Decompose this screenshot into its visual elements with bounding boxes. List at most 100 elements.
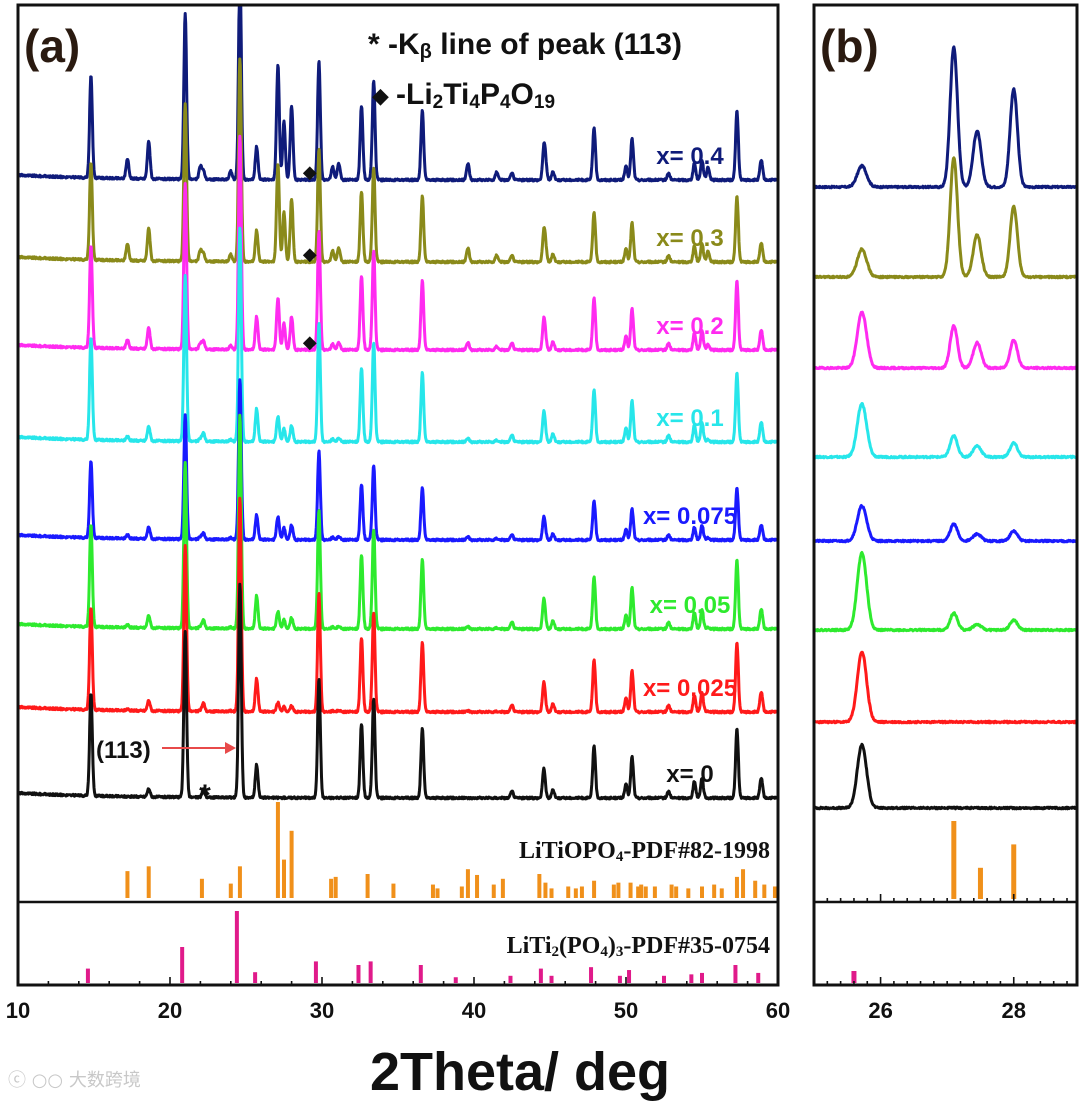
annotation-arrowhead (225, 742, 236, 754)
ref-bar-litiopo4 (616, 882, 621, 898)
x-tick-label-b: 26 (868, 998, 892, 1023)
ref-bar-liti2po43 (453, 977, 458, 983)
diamond-marker: ◆ (303, 332, 317, 352)
x-tick-label: 30 (310, 998, 334, 1023)
ref-bar-litiopo4 (636, 886, 641, 898)
ref-bar-litiopo4 (537, 874, 542, 898)
ref-bar-litiopo4 (674, 886, 679, 898)
ref-bar-liti2po43 (418, 965, 423, 983)
ref-bar-liti2po43 (234, 911, 239, 983)
ref-bar-litiopo4 (762, 884, 767, 898)
series-line (16, 582, 779, 801)
series-label: x= 0.075 (643, 503, 737, 530)
x-tick-label: 60 (766, 998, 790, 1023)
watermark: ⓒ ○○ 大数跨境 (8, 1070, 141, 1091)
ref-bar-litiopo4 (146, 866, 151, 898)
ref-bar-liti2po43 (508, 975, 513, 983)
series-line-b (813, 45, 1078, 190)
x-tick-label: 40 (462, 998, 486, 1023)
ref-bar-liti2po43 (627, 970, 632, 983)
ref-bar-liti2po43 (756, 972, 761, 983)
ref-bar-litiopo4 (435, 888, 440, 898)
ref-bar-b-litiopo4 (977, 867, 983, 899)
series-label: x= 0.1 (656, 405, 723, 432)
series-line (16, 57, 779, 265)
ref-bar-litiopo4 (741, 869, 746, 898)
panel-a-frame (16, 3, 780, 987)
ref-bar-liti2po43 (356, 965, 361, 983)
legend-diamond-icon: ◆ (372, 83, 389, 108)
ref-bar-liti2po43 (589, 967, 594, 983)
legend-kbeta: * -Kβ line of peak (113) (368, 28, 682, 63)
ref-bar-litiopo4 (237, 866, 242, 898)
ref-bar-litiopo4 (491, 884, 496, 898)
ref-bar-litiopo4 (430, 884, 435, 898)
ref-bar-liti2po43 (549, 975, 554, 983)
ref-bar-litiopo4 (199, 878, 204, 898)
panel-label-b: (b) (820, 20, 879, 72)
series-label: x= 0.2 (656, 313, 723, 340)
series-line (16, 413, 779, 632)
ref-label-litiopo4: LiTiOPO4-PDF#82-1998 (519, 838, 770, 865)
panel-a: x= 0.4 x= 0.3 x= 0.2 x= 0.1 x= 0.075 x= 0.05 x… (6, 3, 790, 1023)
ref-bar-liti2po43 (733, 965, 738, 983)
series-label: x= 0.05 (650, 592, 731, 619)
diamond-marker: ◆ (303, 244, 317, 264)
ref-bar-litiopo4 (289, 830, 294, 898)
legend-phase: -Li2Ti4P4O19 (396, 78, 555, 113)
ref-bar-litiopo4 (734, 876, 739, 898)
series-line-b (813, 156, 1078, 280)
series-line (16, 4, 779, 183)
series-label: x= 0.025 (643, 675, 737, 702)
panel-b-frame (812, 3, 1079, 987)
ref-bar-liti2po43 (662, 975, 666, 983)
ref-bar-litiopo4 (700, 886, 704, 898)
ref-bar-b-litiopo4 (951, 821, 957, 899)
ref-bar-liti2po43 (700, 972, 704, 983)
series-line (16, 496, 779, 715)
ref-bar-litiopo4 (566, 886, 571, 898)
ref-bar-litiopo4 (628, 882, 633, 898)
ref-bar-b-liti2po43 (851, 971, 857, 983)
series-line (16, 378, 779, 543)
ref-bar-litiopo4 (652, 886, 657, 898)
ref-bar-litiopo4 (475, 874, 480, 898)
ref-bar-litiopo4 (579, 886, 584, 898)
ref-bar-litiopo4 (753, 880, 758, 898)
ref-bar-litiopo4 (500, 878, 505, 898)
ref-bar-litiopo4 (611, 884, 616, 898)
series-line-b (813, 504, 1079, 544)
ref-bar-litiopo4 (465, 869, 470, 898)
ref-bar-litiopo4 (459, 886, 464, 898)
ref-bar-liti2po43 (368, 961, 373, 983)
ref-bar-litiopo4 (549, 888, 554, 898)
panel-label-a: (a) (24, 20, 80, 72)
series-line-b (813, 551, 1079, 633)
ref-bar-litiopo4 (639, 884, 644, 898)
series-line-b (812, 310, 1078, 371)
ref-bar-litiopo4 (329, 878, 334, 898)
ref-bar-litiopo4 (712, 884, 717, 898)
annotation-113: (113) (96, 737, 151, 764)
ref-bar-litiopo4 (275, 802, 280, 898)
series-label: x= 0 (666, 761, 713, 788)
kbeta-marker: * (199, 779, 211, 812)
ref-bar-litiopo4 (643, 886, 648, 898)
x-tick-label: 20 (158, 998, 182, 1023)
ref-bar-litiopo4 (592, 880, 597, 898)
ref-bar-litiopo4 (719, 888, 724, 898)
ref-bar-liti2po43 (313, 961, 318, 983)
ref-bar-litiopo4 (543, 882, 548, 898)
ref-bar-litiopo4 (686, 888, 691, 898)
ref-bar-liti2po43 (617, 975, 622, 983)
ref-bar-litiopo4 (391, 883, 396, 898)
ref-bar-liti2po43 (180, 947, 185, 983)
series-label: x= 0.3 (656, 225, 723, 252)
series-line (16, 226, 779, 445)
x-axis-label: 2Theta/ deg (370, 1042, 670, 1101)
ref-bar-litiopo4 (282, 859, 286, 898)
ref-bar-litiopo4 (333, 876, 338, 898)
series-line-b (812, 650, 1079, 725)
ref-bar-liti2po43 (85, 968, 90, 983)
